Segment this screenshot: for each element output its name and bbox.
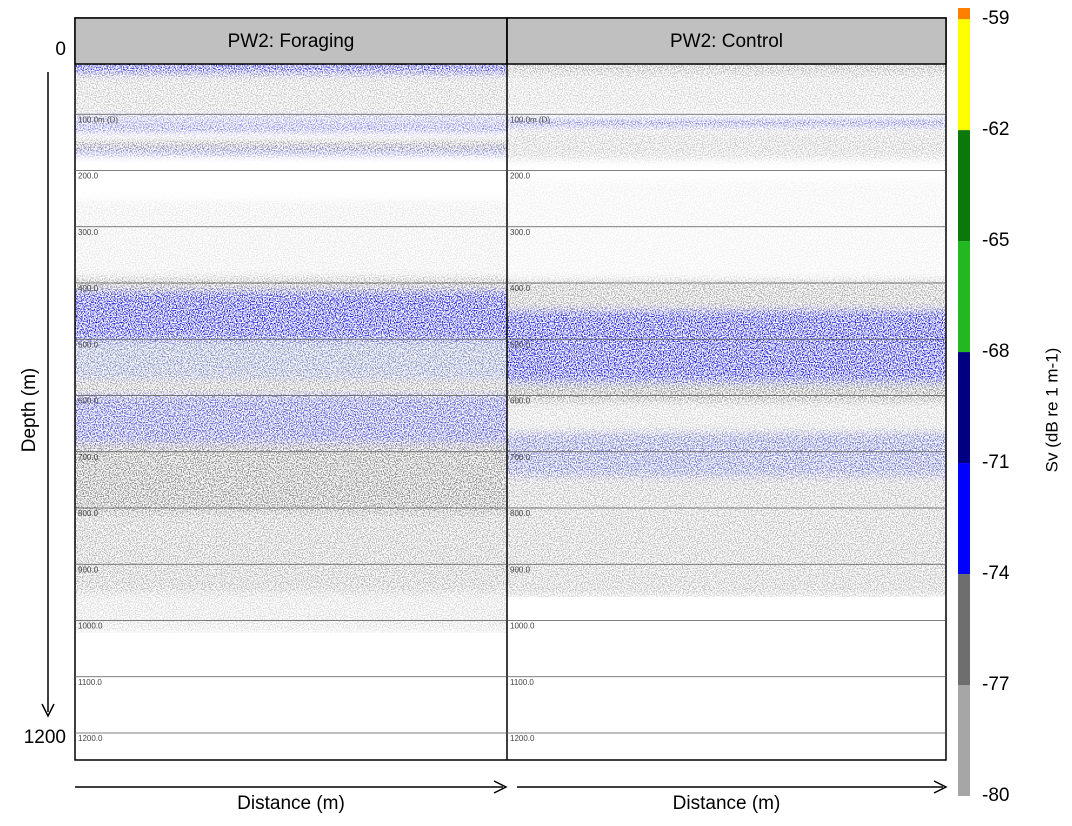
depth-label: 300.0 bbox=[78, 228, 99, 237]
depth-label: 900.0 bbox=[78, 565, 99, 574]
depth-label: 200.0 bbox=[510, 172, 531, 181]
depth-label: 500.0 bbox=[510, 340, 531, 349]
depth-label: 200.0 bbox=[78, 172, 99, 181]
colorbar-band bbox=[958, 352, 970, 464]
echogram-control bbox=[507, 64, 946, 597]
depth-label: 1000.0 bbox=[78, 622, 103, 631]
depth-label: 100.0m (D) bbox=[78, 115, 118, 124]
colorbar-tick-label: -59 bbox=[982, 8, 1009, 29]
colorbar-band bbox=[958, 19, 970, 131]
echogram-foraging bbox=[75, 64, 507, 633]
depth-label: 600.0 bbox=[78, 397, 99, 406]
x-axis-label: Distance (m) bbox=[237, 793, 345, 814]
depth-label: 400.0 bbox=[510, 284, 531, 293]
arrow-head bbox=[493, 780, 508, 794]
depth-label: 1200.0 bbox=[78, 734, 103, 743]
arrow-head bbox=[41, 703, 55, 718]
colorbar-tick-label: -74 bbox=[982, 563, 1010, 584]
depth-label: 300.0 bbox=[510, 228, 531, 237]
depth-label: 600.0 bbox=[510, 397, 531, 406]
panel-header bbox=[74, 17, 508, 65]
panel-title: PW2: Foraging bbox=[228, 31, 355, 52]
colorbar-tick-label: -62 bbox=[982, 119, 1009, 140]
y-tick-label: 1200 bbox=[24, 727, 66, 748]
colorbar-band bbox=[958, 130, 970, 242]
y-axis-label: Depth (m) bbox=[19, 368, 40, 452]
x-axis-label: Distance (m) bbox=[673, 793, 781, 814]
arrow-head bbox=[933, 780, 948, 794]
depth-label: 1100.0 bbox=[510, 678, 534, 687]
depth-label: 700.0 bbox=[510, 453, 531, 462]
depth-label: 800.0 bbox=[78, 509, 99, 518]
colorbar-band bbox=[958, 8, 970, 20]
colorbar-band bbox=[958, 463, 970, 575]
colorbar-tick-label: -80 bbox=[982, 785, 1009, 806]
depth-label: 1200.0 bbox=[510, 734, 535, 743]
y-tick-label: 0 bbox=[55, 39, 66, 60]
depth-label: 900.0 bbox=[510, 565, 531, 574]
colorbar-tick-label: -77 bbox=[982, 674, 1009, 695]
colorbar-band bbox=[958, 685, 970, 796]
depth-label: 100.0m (D) bbox=[510, 115, 550, 124]
colorbar-band bbox=[958, 574, 970, 686]
colorbar-tick-label: -71 bbox=[982, 452, 1009, 473]
depth-label: 1000.0 bbox=[510, 622, 535, 631]
depth-label: 1100.0 bbox=[78, 678, 102, 687]
colorbar-tick-label: -68 bbox=[982, 341, 1009, 362]
colorbar-tick-label: -65 bbox=[982, 230, 1009, 251]
colorbar-band bbox=[958, 241, 970, 353]
colorbar-label: Sv (dB re 1 m-1) bbox=[1042, 348, 1061, 473]
depth-label: 800.0 bbox=[510, 509, 531, 518]
depth-label: 500.0 bbox=[78, 340, 99, 349]
depth-label: 700.0 bbox=[78, 453, 99, 462]
depth-label: 400.0 bbox=[78, 284, 99, 293]
panel-title: PW2: Control bbox=[670, 31, 783, 52]
